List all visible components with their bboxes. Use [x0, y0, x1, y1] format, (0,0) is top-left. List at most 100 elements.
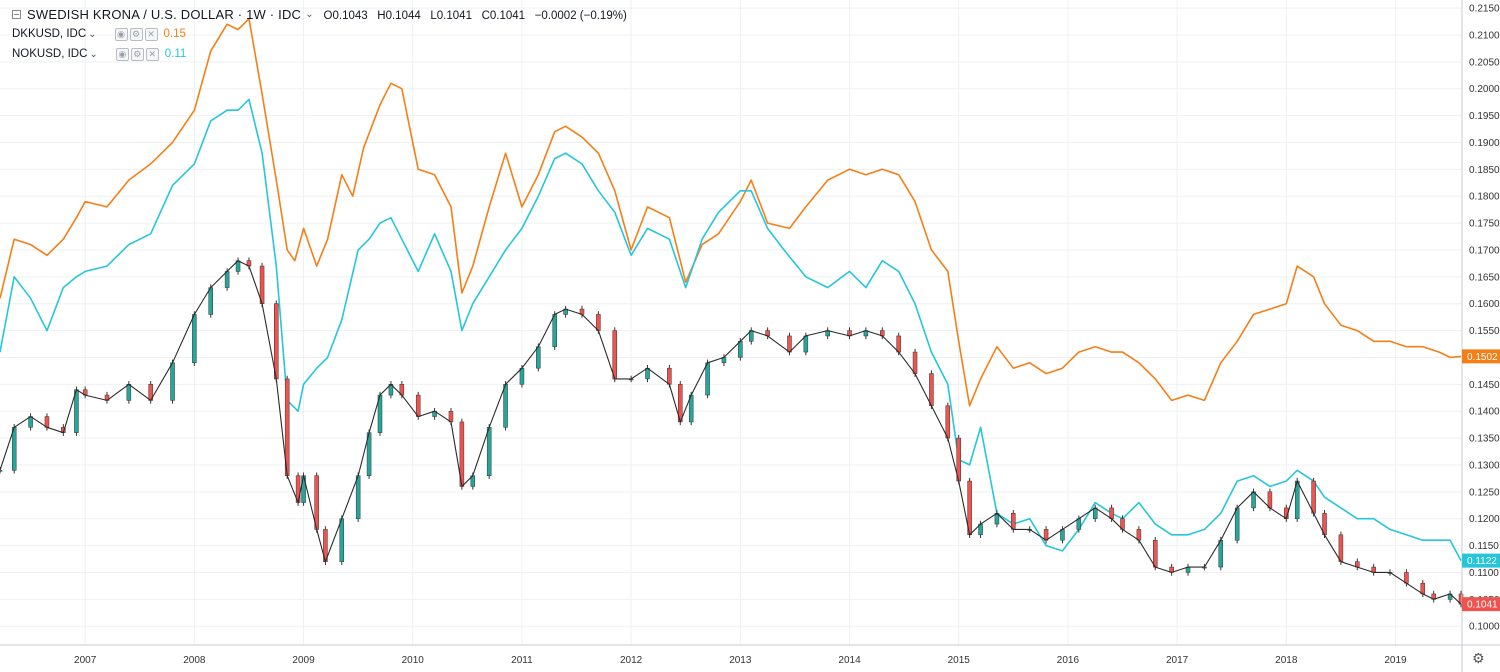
ohlc-body — [503, 384, 508, 428]
ohlc-body — [787, 335, 792, 353]
y-tick-label: 0.1700 — [1469, 245, 1500, 256]
y-tick-label: 0.2100 — [1469, 30, 1500, 41]
change-value: −0.0002 (−0.19%) — [534, 9, 627, 22]
y-tick-label: 0.1650 — [1469, 272, 1500, 283]
gear-icon[interactable]: ⚙ — [130, 47, 144, 61]
chart-grid — [0, 0, 1462, 645]
ohlc-body — [1251, 491, 1256, 509]
ohlc-body — [1060, 529, 1065, 541]
ohlc-body — [170, 362, 175, 401]
chevron-down-icon[interactable]: ⌄ — [89, 48, 98, 60]
y-tick-label: 0.1850 — [1469, 165, 1500, 176]
y-tick-label: 0.1200 — [1469, 514, 1500, 525]
close-value: C0.1041 — [481, 9, 526, 22]
y-tick-label: 0.1600 — [1469, 299, 1500, 310]
x-tick-label: 2016 — [1057, 655, 1080, 666]
chevron-down-icon[interactable]: ⌄ — [305, 8, 314, 20]
x-tick-label: 2007 — [74, 655, 97, 666]
last-value-text: 0.1502 — [1467, 352, 1498, 363]
ohlc-body — [224, 271, 230, 288]
x-tick-label: 2010 — [402, 655, 425, 666]
collapse-legend-icon[interactable] — [12, 9, 21, 19]
ohlc-body — [355, 475, 361, 519]
ohlc-body — [339, 518, 345, 562]
legend-series-dkkusd: DKKUSD, IDC ⌄ ◉ ⚙ ✕ 0.15 — [12, 24, 633, 44]
close-icon[interactable]: ✕ — [144, 27, 158, 41]
x-tick-label: 2017 — [1166, 655, 1189, 666]
series-name[interactable]: NOKUSD, IDC — [12, 48, 88, 60]
plot-area — [0, 18, 1464, 608]
ohlc-body — [1109, 507, 1114, 519]
ohlc-body — [596, 314, 601, 331]
ohlc-body — [1136, 529, 1142, 541]
gear-icon[interactable]: ⚙ — [1472, 650, 1485, 666]
y-tick-label: 0.1800 — [1469, 192, 1500, 203]
gear-icon[interactable]: ⚙ — [129, 27, 143, 41]
ohlc-body — [612, 330, 618, 380]
last-value-labels: 0.1502 0.1122 0.1041 — [1462, 349, 1500, 612]
ohlc-body — [126, 384, 132, 401]
ohlc-body — [1267, 491, 1273, 509]
ohlc-body — [1011, 513, 1016, 530]
x-tick-label: 2009 — [292, 655, 315, 666]
ohlc-body — [1404, 572, 1409, 584]
close-icon[interactable]: ✕ — [145, 47, 159, 61]
ohlc-body — [1043, 529, 1049, 541]
y-tick-label: 0.1900 — [1469, 138, 1500, 149]
ohlc-body — [1092, 507, 1098, 519]
high-value: H0.1044 — [377, 9, 421, 22]
main-series-title[interactable]: SWEDISH KRONA / U.S. DOLLAR · 1W · IDC — [27, 6, 302, 22]
ohlc-body — [803, 335, 809, 353]
y-tick-label: 0.2050 — [1469, 57, 1500, 68]
ohlc-body — [552, 314, 557, 347]
main-series-legend: SWEDISH KRONA / U.S. DOLLAR · 1W · IDC ⌄… — [12, 4, 633, 24]
ohlc-body — [929, 373, 934, 407]
last-value-badge — [1462, 349, 1500, 364]
ohlc-body — [738, 341, 743, 358]
low-value: L0.1041 — [430, 9, 472, 22]
y-tick-label: 0.1450 — [1469, 380, 1500, 391]
ohlc-body — [208, 287, 213, 315]
series-line — [0, 18, 1462, 407]
last-value-text: 0.1122 — [1467, 556, 1497, 567]
x-tick-label: 2013 — [729, 655, 752, 666]
ohlc-values: O0.1043 H0.1044 L0.1041 C0.1041 −0.0002 … — [324, 7, 633, 22]
price-line — [0, 260, 1462, 605]
y-tick-label: 0.1300 — [1469, 460, 1500, 471]
ohlc-body — [519, 367, 525, 385]
visibility-icon[interactable]: ◉ — [114, 27, 128, 41]
series-value: 0.11 — [164, 48, 187, 60]
x-tick-label: 2012 — [620, 655, 643, 666]
y-tick-label: 0.1350 — [1469, 434, 1500, 445]
ohlc-body — [192, 314, 197, 364]
y-tick-label: 0.2000 — [1469, 84, 1500, 95]
series-value: 0.15 — [163, 28, 186, 40]
ohlc-body — [1153, 539, 1158, 568]
y-tick-label: 0.1550 — [1469, 326, 1500, 337]
visibility-icon[interactable]: ◉ — [115, 47, 129, 61]
last-value-text: 0.1041 — [1467, 600, 1498, 611]
ohlc-body — [1234, 507, 1240, 541]
ohlc-body — [415, 394, 421, 417]
ohlc-body — [0, 470, 3, 472]
ohlc-body — [912, 351, 918, 374]
chart-legend: SWEDISH KRONA / U.S. DOLLAR · 1W · IDC ⌄… — [12, 4, 633, 64]
chevron-down-icon[interactable]: ⌄ — [88, 28, 97, 40]
x-tick-label: 2019 — [1384, 655, 1407, 666]
legend-series-nokusd: NOKUSD, IDC ⌄ ◉ ⚙ ✕ 0.11 — [12, 44, 633, 64]
ohlc-body — [1311, 480, 1316, 514]
series-name[interactable]: DKKUSD, IDC — [12, 28, 87, 40]
series-line — [0, 98, 1462, 561]
ohlc-body — [1218, 539, 1224, 568]
x-tick-label: 2015 — [948, 655, 971, 666]
ohlc-body — [74, 389, 79, 433]
y-tick-label: 0.2150 — [1469, 4, 1500, 15]
x-tick-label: 2018 — [1275, 655, 1298, 666]
series-buttons: ◉ ⚙ ✕ — [113, 27, 158, 41]
y-tick-label: 0.1950 — [1469, 111, 1500, 122]
y-tick-label: 0.1150 — [1469, 541, 1499, 552]
series-buttons: ◉ ⚙ ✕ — [114, 47, 159, 61]
y-tick-label: 0.1000 — [1469, 622, 1500, 633]
